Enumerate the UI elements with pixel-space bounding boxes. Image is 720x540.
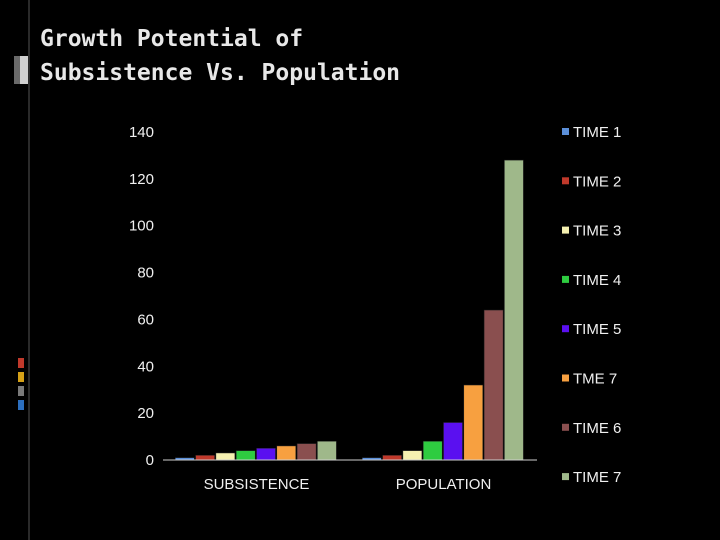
bar-population-time-6 [483, 309, 504, 461]
legend-label: TME 7 [573, 371, 617, 388]
x-category-label: SUBSISTENCE [204, 476, 310, 493]
deco-mark [18, 372, 24, 382]
deco-mark [18, 400, 24, 410]
x-axis: SUBSISTENCE POPULATION [163, 459, 537, 493]
bar-subsistence-time-2 [195, 455, 215, 461]
bar-population-time-2 [382, 455, 402, 461]
title-accent-light [20, 56, 28, 84]
legend-swatch [562, 275, 569, 283]
legend-label: TIME 2 [573, 173, 621, 190]
y-tick-label: 100 [129, 218, 154, 235]
y-tick-label: 140 [129, 124, 154, 141]
legend-swatch [562, 325, 569, 333]
legend-label: TIME 6 [573, 420, 621, 437]
y-tick-label: 40 [137, 358, 154, 375]
bar-population-tme-7 [463, 384, 484, 461]
legend-label: TIME 3 [573, 223, 621, 240]
legend-label: TIME 7 [573, 469, 621, 486]
title-accent-dark [14, 56, 20, 84]
legend-swatch [562, 226, 569, 234]
legend-swatch [562, 177, 569, 185]
y-tick-label: 0 [146, 452, 154, 469]
bar-population-time-4 [422, 441, 443, 461]
y-axis: 0 20 40 60 80 100 120 140 [129, 124, 154, 469]
y-tick-label: 120 [129, 171, 154, 188]
bar-subsistence-time-3 [215, 452, 236, 461]
legend-label: TIME 5 [573, 321, 621, 338]
y-tick-label: 20 [137, 405, 154, 422]
bar-subsistence-tme-7 [276, 445, 297, 461]
y-tick-label: 60 [137, 311, 154, 328]
deco-mark [18, 386, 24, 396]
legend-label: TIME 1 [573, 124, 621, 141]
bars [175, 159, 524, 461]
bar-population-time-3 [402, 450, 423, 461]
left-rule [28, 0, 30, 540]
legend: TIME 1 TIME 2 TIME 3 TIME 4 TIME 5 TME 7 TIME … [562, 124, 621, 486]
legend-swatch [562, 374, 569, 382]
bar-population-time-5 [443, 422, 463, 461]
bar-subsistence-time-4 [235, 450, 256, 461]
bar-subsistence-time-5 [256, 448, 276, 461]
legend-swatch [562, 473, 569, 481]
x-category-label: POPULATION [396, 476, 492, 493]
deco-mark [18, 358, 24, 368]
legend-swatch [562, 423, 569, 431]
bar-population-time-7 [504, 159, 524, 461]
slide-title: Growth Potential of Subsistence Vs. Popu… [40, 26, 401, 86]
y-tick-label: 80 [137, 265, 154, 282]
bar-subsistence-time-7 [317, 441, 337, 461]
legend-label: TIME 4 [573, 272, 621, 289]
bar-subsistence-time-6 [296, 443, 317, 461]
legend-swatch [562, 128, 569, 135]
